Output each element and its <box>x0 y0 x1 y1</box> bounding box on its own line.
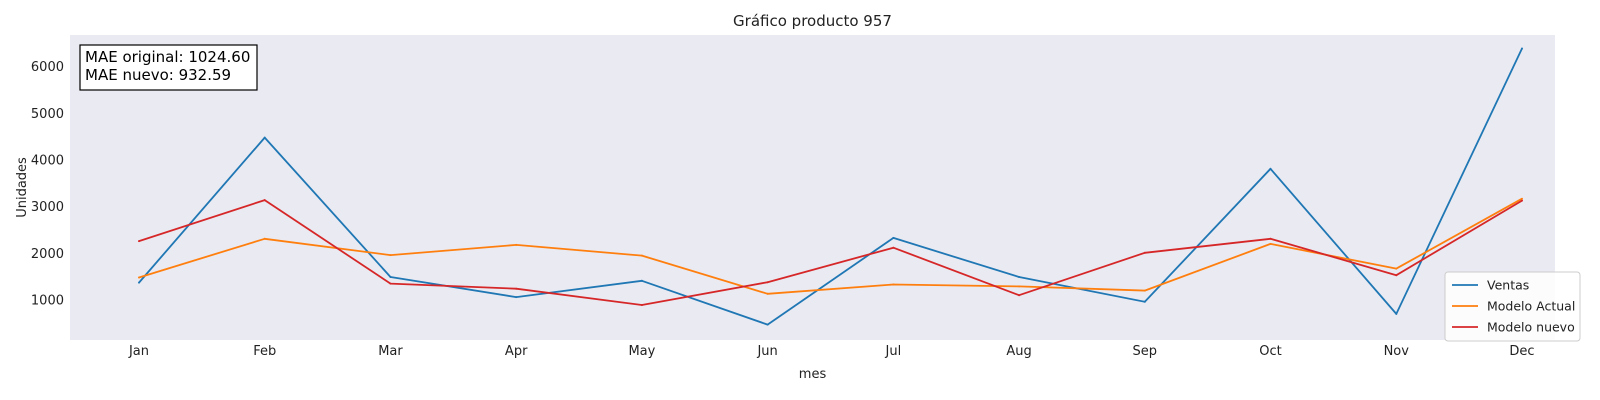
data-point <box>892 236 895 239</box>
data-point <box>640 279 643 282</box>
mae-annotation-box: MAE original: 1024.60 MAE nuevo: 932.59 <box>79 44 258 91</box>
data-point <box>138 281 140 284</box>
series-line <box>138 197 1523 295</box>
annotation-mae-original: MAE original: 1024.60 <box>85 48 250 66</box>
data-point <box>766 292 769 295</box>
y-tick-label: 6000 <box>31 60 64 75</box>
data-point <box>1269 167 1272 170</box>
series-lines <box>138 47 1523 326</box>
data-point <box>389 254 392 257</box>
legend-label: Modelo Actual <box>1487 299 1575 314</box>
y-tick-label: 3000 <box>31 200 64 215</box>
data-point <box>263 136 266 139</box>
data-point <box>1018 285 1021 288</box>
data-point <box>515 243 518 246</box>
data-point <box>389 282 392 285</box>
x-tick-label: Oct <box>1259 344 1281 359</box>
data-point <box>640 254 643 257</box>
y-tick-label: 4000 <box>31 153 64 168</box>
x-tick-label: Feb <box>253 344 276 359</box>
data-point <box>1395 274 1398 277</box>
x-tick-label: Aug <box>1006 344 1031 359</box>
y-axis: 1000 2000 3000 4000 5000 6000 <box>31 60 64 308</box>
x-tick-label: Jan <box>128 344 149 359</box>
data-point <box>1018 294 1021 297</box>
x-tick-label: Apr <box>505 344 528 359</box>
y-tick-label: 5000 <box>31 107 64 122</box>
annotation-mae-nuevo: MAE nuevo: 932.59 <box>85 66 231 84</box>
data-point <box>640 304 643 306</box>
x-tick-label: Nov <box>1384 344 1410 359</box>
y-tick-label: 2000 <box>31 247 64 262</box>
data-point <box>138 240 140 243</box>
data-point <box>1395 267 1398 270</box>
x-tick-label: Mar <box>378 344 403 359</box>
x-tick-label: Jul <box>885 344 902 359</box>
data-point <box>138 276 140 279</box>
data-point <box>1143 251 1146 254</box>
data-point <box>1269 237 1272 240</box>
data-point <box>1269 242 1272 245</box>
data-point <box>515 296 518 299</box>
legend-label: Ventas <box>1487 278 1529 293</box>
legend-label: Modelo nuevo <box>1487 320 1575 335</box>
data-point <box>892 283 895 286</box>
data-point <box>766 323 769 326</box>
data-point <box>263 237 266 240</box>
y-tick-label: 1000 <box>31 293 64 308</box>
data-point <box>1395 312 1398 315</box>
data-point <box>892 246 895 249</box>
legend: Ventas Modelo Actual Modelo nuevo <box>1444 271 1581 342</box>
plot-area <box>70 35 1555 340</box>
data-point <box>389 276 392 278</box>
data-point <box>766 281 769 284</box>
x-tick-label: Sep <box>1133 344 1158 359</box>
x-axis: Jan Feb Mar Apr May Jun Jul Aug Sep Oct Nov Dec <box>128 344 1535 359</box>
data-point <box>1018 276 1021 278</box>
data-point <box>515 287 518 290</box>
data-point <box>1521 197 1523 200</box>
x-axis-title: mes <box>799 367 827 382</box>
data-point <box>1521 199 1523 202</box>
legend-frame <box>1444 271 1581 342</box>
x-tick-label: Jun <box>756 344 777 359</box>
x-tick-label: Dec <box>1509 344 1534 359</box>
data-point <box>263 199 266 202</box>
data-point <box>1521 47 1523 50</box>
series-line <box>138 199 1523 306</box>
data-point <box>1143 289 1146 292</box>
y-axis-title: Unidades <box>15 157 30 218</box>
x-tick-label: May <box>628 344 655 359</box>
data-point <box>1143 300 1146 303</box>
series-line <box>138 48 1523 326</box>
chart-title: Gráfico producto 957 <box>733 12 892 30</box>
